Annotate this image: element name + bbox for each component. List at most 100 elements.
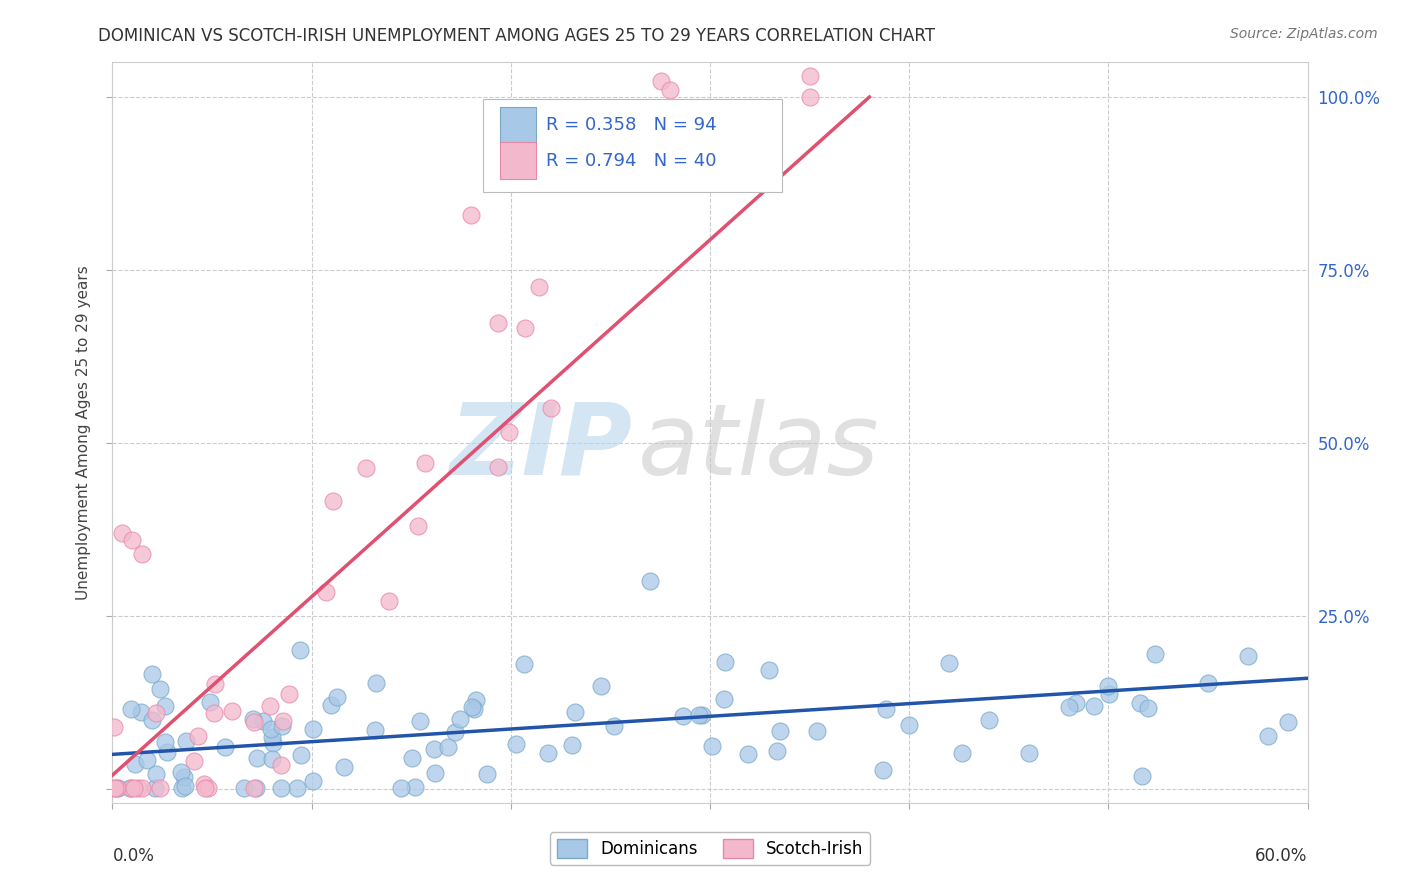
Point <box>692 708 714 723</box>
Point <box>702 739 724 753</box>
Point <box>1064 696 1087 710</box>
Point <box>129 705 152 719</box>
Point <box>406 519 429 533</box>
Point <box>232 781 254 796</box>
Point <box>486 460 509 475</box>
Text: 60.0%: 60.0% <box>1256 847 1308 865</box>
FancyBboxPatch shape <box>499 143 536 179</box>
Point <box>246 751 269 765</box>
Point <box>513 657 536 672</box>
Point <box>271 719 294 733</box>
Point <box>713 691 735 706</box>
Point <box>121 533 143 547</box>
Point <box>769 724 792 739</box>
Point <box>145 767 167 781</box>
Text: atlas: atlas <box>638 399 880 496</box>
Point <box>127 781 149 796</box>
Point <box>270 781 292 796</box>
Point <box>875 702 897 716</box>
Point <box>593 137 616 152</box>
Point <box>1098 687 1121 701</box>
Point <box>170 781 193 796</box>
Point <box>758 663 780 677</box>
Point <box>640 574 662 589</box>
Point <box>688 708 710 723</box>
Point <box>315 584 337 599</box>
Point <box>141 713 163 727</box>
Point <box>131 547 153 561</box>
Point <box>409 714 432 728</box>
Point <box>170 764 193 779</box>
Point <box>766 744 789 758</box>
Point <box>124 756 146 771</box>
Point <box>204 676 226 690</box>
Point <box>389 781 412 796</box>
Point <box>149 682 172 697</box>
Point <box>463 702 485 716</box>
Point <box>242 714 264 729</box>
Point <box>271 714 294 729</box>
Point <box>1129 697 1152 711</box>
FancyBboxPatch shape <box>499 107 536 144</box>
Point <box>221 704 243 718</box>
Point <box>262 731 284 745</box>
Point <box>120 781 142 796</box>
Point <box>378 594 401 608</box>
Point <box>104 781 127 796</box>
Point <box>1144 647 1167 661</box>
Text: ZIP: ZIP <box>450 399 633 496</box>
Point <box>1277 715 1299 730</box>
Point <box>1237 649 1260 664</box>
Point <box>806 723 828 738</box>
Text: 0.0%: 0.0% <box>112 847 155 865</box>
Point <box>260 752 283 766</box>
Point <box>155 699 177 714</box>
Point <box>214 739 236 754</box>
Point <box>714 655 737 669</box>
Point <box>252 714 274 729</box>
Text: R = 0.794   N = 40: R = 0.794 N = 40 <box>547 152 717 169</box>
Point <box>799 90 821 104</box>
Point <box>1137 701 1160 715</box>
Point <box>950 746 973 760</box>
Point <box>404 780 426 794</box>
Point <box>898 718 921 732</box>
Point <box>260 722 283 736</box>
Point <box>259 699 281 714</box>
Point <box>187 730 209 744</box>
Point <box>498 425 520 439</box>
FancyBboxPatch shape <box>484 99 782 192</box>
Point <box>242 712 264 726</box>
Point <box>364 675 387 690</box>
Point <box>122 781 145 796</box>
Point <box>938 656 960 670</box>
Point <box>486 316 509 330</box>
Point <box>737 747 759 762</box>
Point <box>202 706 225 720</box>
Point <box>1197 676 1219 690</box>
Point <box>193 777 215 791</box>
Point <box>436 739 458 754</box>
Point <box>1083 699 1105 714</box>
Point <box>278 687 301 701</box>
Point <box>183 754 205 768</box>
Point <box>131 781 153 796</box>
Text: DOMINICAN VS SCOTCH-IRISH UNEMPLOYMENT AMONG AGES 25 TO 29 YEARS CORRELATION CHA: DOMINICAN VS SCOTCH-IRISH UNEMPLOYMENT A… <box>98 27 935 45</box>
Point <box>513 321 536 335</box>
Point <box>105 781 128 796</box>
Point <box>561 738 583 752</box>
Point <box>143 781 166 796</box>
Point <box>245 781 267 796</box>
Point <box>415 456 437 470</box>
Point <box>540 401 562 416</box>
Text: R = 0.358   N = 94: R = 0.358 N = 94 <box>547 116 717 135</box>
Point <box>572 111 595 125</box>
Point <box>1097 679 1119 693</box>
Point <box>1057 700 1080 714</box>
Point <box>564 705 586 719</box>
Point <box>302 773 325 788</box>
Point <box>1018 746 1040 760</box>
Point <box>149 781 172 796</box>
Point <box>288 643 311 657</box>
Point <box>285 781 308 796</box>
